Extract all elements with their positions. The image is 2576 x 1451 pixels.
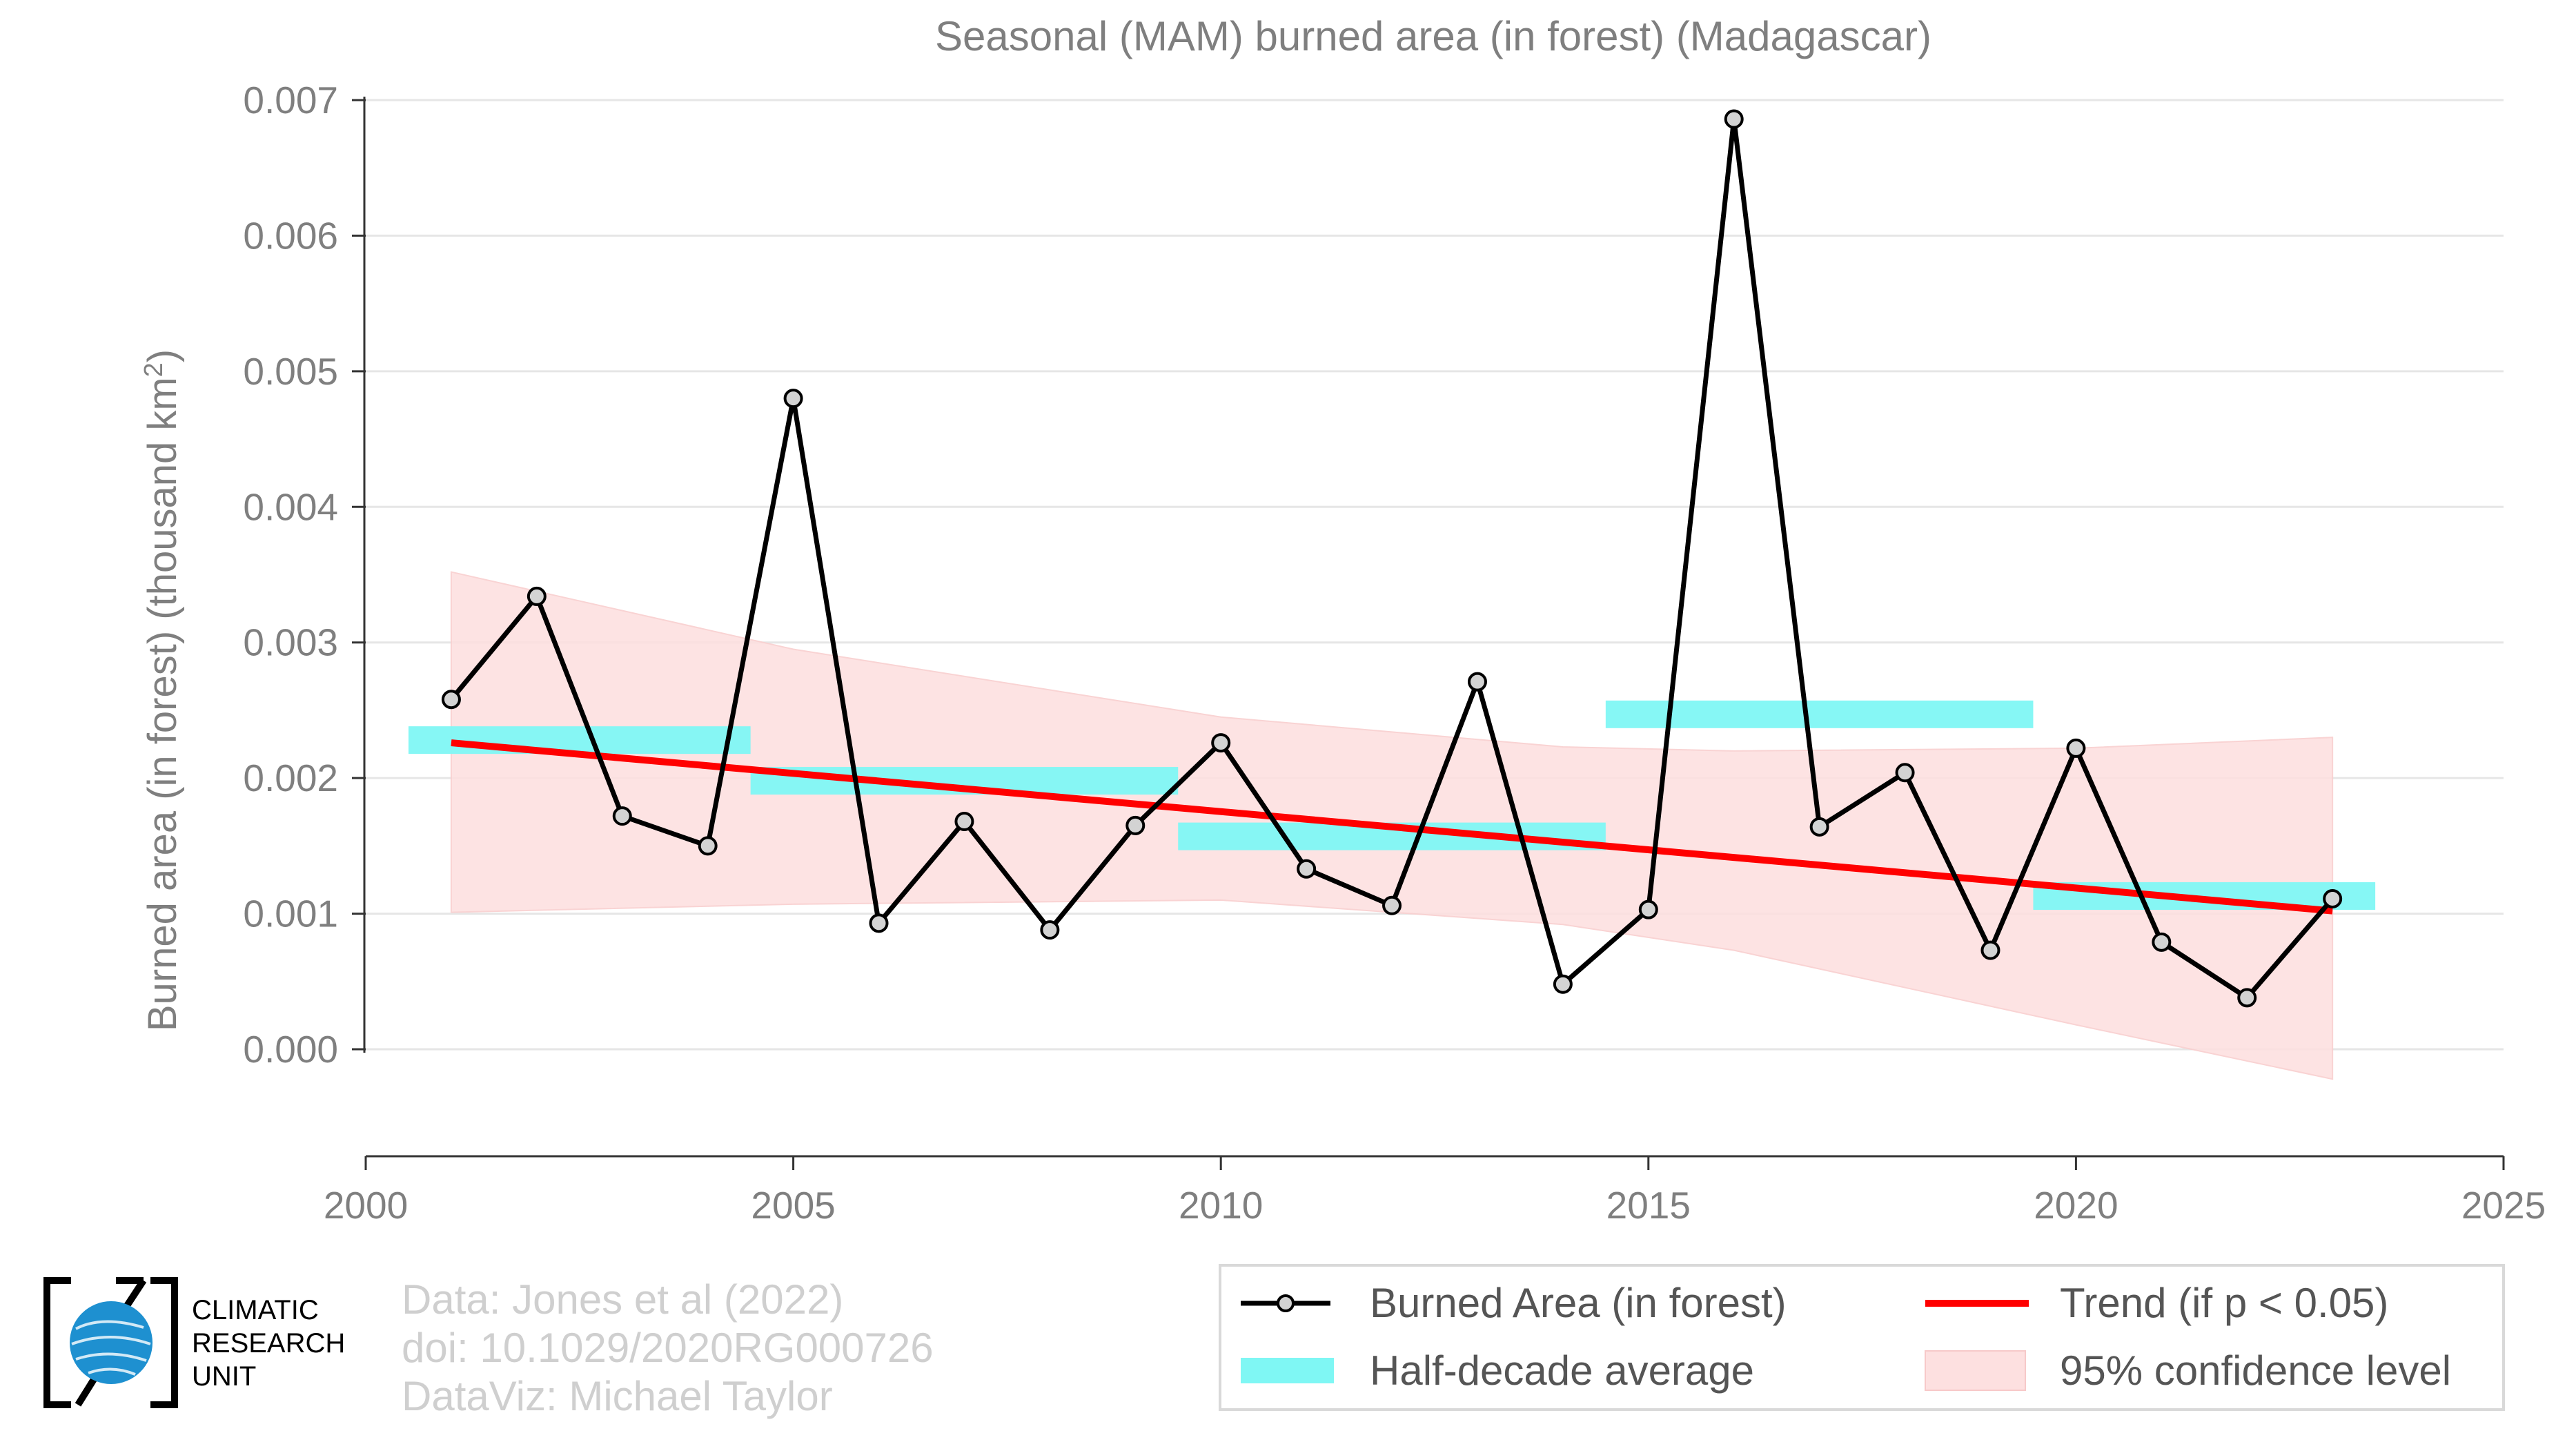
burned-area-point xyxy=(1809,817,1829,837)
burned-area-point xyxy=(1211,733,1231,753)
credit-dataviz: DataViz: Michael Taylor xyxy=(402,1373,833,1419)
y-axis-ticks: 0.000 0.001 0.002 0.003 0.004 0.005 0.006 0.007 xyxy=(243,79,366,1071)
legend-swatch-confidence xyxy=(1925,1350,2026,1391)
burned-area-point xyxy=(527,586,547,606)
x-tick-label: 2025 xyxy=(2461,1184,2546,1227)
burned-area-point xyxy=(612,806,632,826)
burned-area-point xyxy=(1467,672,1487,692)
legend-marker-burned-area xyxy=(1277,1294,1295,1312)
x-tick-label: 2005 xyxy=(751,1184,835,1227)
x-tick-label: 2020 xyxy=(2034,1184,2118,1227)
burned-area-point xyxy=(1040,920,1060,940)
cru-logo-line-2: RESEARCH xyxy=(192,1328,346,1359)
axes xyxy=(363,97,2504,1158)
credit-data-source: Data: Jones et al (2022) xyxy=(402,1276,844,1323)
cru-logo xyxy=(40,1274,181,1412)
burned-area-point xyxy=(1895,763,1915,783)
y-axis-label-close: ) xyxy=(140,349,185,362)
chart-title: Seasonal (MAM) burned area (in forest) (… xyxy=(935,13,1931,59)
y-tick-label: 0.000 xyxy=(243,1028,338,1071)
y-tick-label: 0.007 xyxy=(243,79,338,121)
burned-area-point xyxy=(2066,738,2086,758)
burned-area-point xyxy=(869,913,889,933)
credit-doi: doi: 10.1029/2020RG000726 xyxy=(402,1325,934,1371)
x-tick-label: 2010 xyxy=(1179,1184,1263,1227)
burned-area-point xyxy=(1980,940,2000,960)
legend-label-confidence: 95% confidence level xyxy=(2060,1347,2451,1394)
y-tick-label: 0.001 xyxy=(243,893,338,935)
data-credits: Data: Jones et al (2022) doi: 10.1029/20… xyxy=(402,1276,934,1421)
y-tick-label: 0.002 xyxy=(243,757,338,799)
x-axis-ticks: 2000 2005 2010 2015 2020 2025 xyxy=(324,1156,2546,1227)
y-tick-label: 0.003 xyxy=(243,621,338,664)
burned-area-point xyxy=(1553,974,1573,994)
y-axis-label-superscript: 2 xyxy=(139,362,168,377)
burned-area-point xyxy=(1724,109,1744,129)
burned-area-series xyxy=(441,109,2343,1008)
y-axis-label-main: Burned area (in forest) (thousand km xyxy=(140,377,185,1031)
burned-area-point xyxy=(1382,895,1402,915)
burned-area-point xyxy=(783,389,803,409)
y-tick-label: 0.006 xyxy=(243,214,338,257)
half-decade-average-bar xyxy=(1605,700,2034,728)
cru-logo-icon xyxy=(43,1277,178,1408)
cru-logo-line-1: CLIMATIC xyxy=(192,1295,319,1325)
y-tick-label: 0.004 xyxy=(243,485,338,528)
burned-area-point xyxy=(1297,859,1317,879)
burned-area-point xyxy=(954,812,974,831)
half-decade-average-bars xyxy=(408,700,2376,910)
half-decade-average-bar xyxy=(408,726,751,754)
x-tick-label: 2000 xyxy=(324,1184,408,1227)
burned-area-point xyxy=(2237,988,2257,1008)
legend-label-half-decade: Half-decade average xyxy=(1370,1347,1754,1394)
y-axis-label: Burned area (in forest) (thousand km2) xyxy=(139,349,185,1031)
legend-label-trend: Trend (if p < 0.05) xyxy=(2060,1280,2388,1326)
burned-area-point xyxy=(1638,899,1658,919)
legend-label-burned-area: Burned Area (in forest) xyxy=(1370,1280,1787,1326)
cru-logo-line-3: UNIT xyxy=(192,1361,257,1392)
burned-area-point xyxy=(1125,815,1146,835)
legend-swatch-half-decade xyxy=(1241,1358,1334,1383)
legend: Burned Area (in forest) Trend (if p < 0.… xyxy=(1219,1264,2505,1411)
burned-area-point xyxy=(441,690,461,710)
cru-logo-text: CLIMATIC RESEARCH UNIT xyxy=(192,1294,345,1393)
legend-box xyxy=(1219,1264,2505,1411)
burned-area-point xyxy=(698,836,718,856)
y-tick-label: 0.005 xyxy=(243,350,338,393)
burned-area-point xyxy=(2323,888,2343,908)
burned-area-point xyxy=(2152,932,2172,952)
x-tick-label: 2015 xyxy=(1606,1184,1691,1227)
